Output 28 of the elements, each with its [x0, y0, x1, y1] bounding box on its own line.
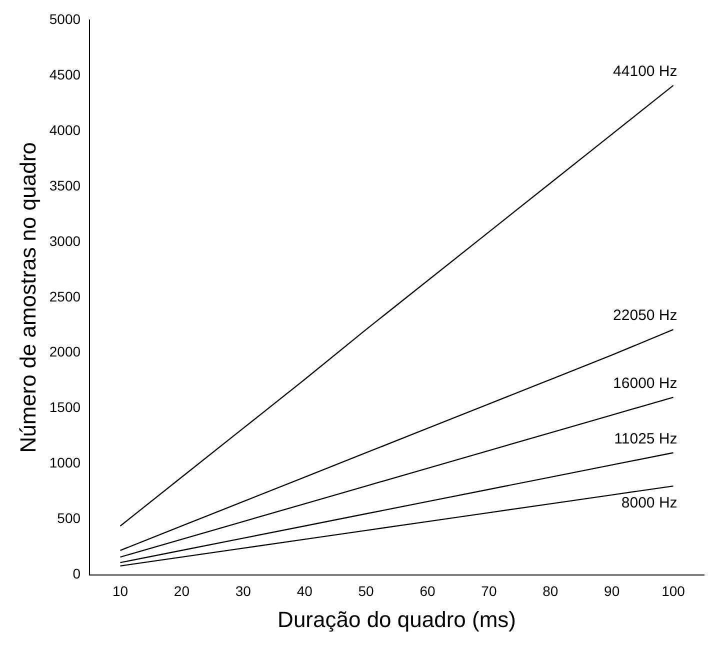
y-tick-label: 3500 [49, 177, 81, 194]
series-label: 11025 Hz [614, 430, 678, 448]
y-tick-label: 3000 [49, 232, 81, 249]
y-tick-label: 2000 [49, 344, 81, 360]
x-tick-label: 60 [420, 583, 436, 600]
x-tick-label: 30 [235, 583, 252, 600]
x-tick-label: 40 [296, 583, 313, 600]
series-label: 44100 Hz [613, 63, 678, 80]
y-tick-label: 4000 [49, 122, 81, 138]
x-tick-label: 50 [358, 583, 374, 600]
series-label: 22050 Hz [613, 307, 678, 324]
y-tick-label: 2500 [49, 288, 81, 304]
x-axis-title: Duração do quadro (ms) [278, 606, 516, 632]
series-label: 8000 Hz [621, 494, 678, 512]
x-tick-label: 90 [604, 583, 620, 600]
x-tick-label: 70 [481, 583, 497, 600]
y-tick-label: 0 [72, 566, 81, 582]
x-tick-label: 80 [542, 583, 558, 600]
y-tick-label: 1500 [49, 399, 81, 416]
y-tick-label: 5000 [49, 10, 81, 27]
x-tick-label: 10 [112, 583, 128, 600]
y-tick-label: 4500 [49, 66, 81, 82]
x-tick-label: 100 [662, 583, 686, 600]
x-tick-label: 20 [174, 583, 190, 600]
series-label: 16000 Hz [613, 374, 678, 392]
y-tick-label: 500 [57, 510, 81, 526]
y-axis-title: Número de amostras no quadro [15, 142, 40, 453]
y-tick-label: 1000 [49, 454, 81, 471]
